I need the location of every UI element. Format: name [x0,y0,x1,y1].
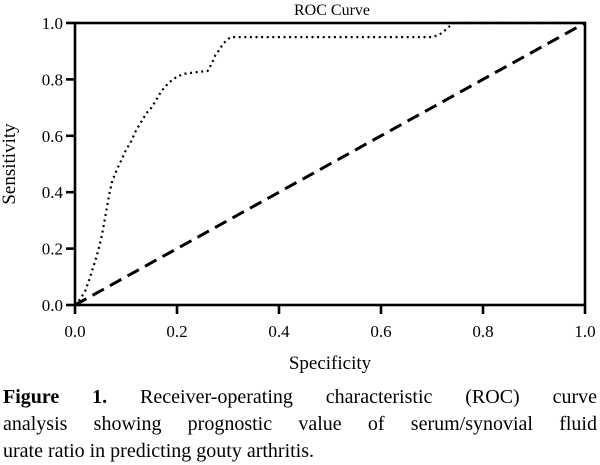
caption-text: Receiver-operating characteristic (ROC) … [107,386,597,408]
x-tick-label: 0.2 [166,322,187,341]
x-axis-label: Specificity [289,353,372,374]
chart-title: ROC Curve [294,2,370,19]
figure-caption: Figure 1. Receiver-operating characteris… [0,378,600,465]
roc-chart: ROC Curve 0.0 0.2 0.4 0.6 0.8 1.0 0.00.20.40.… [0,2,596,374]
y-tick-label: 0.4 [42,183,64,202]
x-tick-label: 0.8 [472,322,493,341]
x-tick-label: 1.0 [574,322,595,341]
x-tick-label: 0.4 [268,322,290,341]
caption-figure-label: Figure 1. [3,386,108,408]
y-tick-label: 0.2 [42,240,63,259]
y-tick-label: 1.0 [42,14,63,33]
reference-diagonal-line [74,21,586,307]
y-tick-label: 0.6 [42,127,63,146]
roc-curve-line [74,21,585,306]
x-axis-ticks: 0.0 0.2 0.4 0.6 0.8 1.0 [64,305,596,341]
x-tick-label: 0.6 [370,322,391,341]
caption-line: analysis showing prognostic value of ser… [3,413,597,435]
x-tick-label: 0.0 [64,322,85,341]
plot-frame [73,21,587,307]
y-tick-label: 0.0 [42,296,63,315]
roc-chart-area: ROC Curve 0.0 0.2 0.4 0.6 0.8 1.0 0.0 0.2 0.4 0.… [0,2,596,374]
series-lines [74,21,586,307]
y-axis-ticks: 0.0 0.2 0.4 0.6 0.8 1.0 [42,14,75,315]
caption-line: urate ratio in predicting gouty arthriti… [3,440,315,462]
caption-line: Figure 1. Receiver-operating characteris… [3,384,597,411]
y-tick-label: 0.8 [42,70,63,89]
y-axis-label: Sensitivity [0,123,20,205]
